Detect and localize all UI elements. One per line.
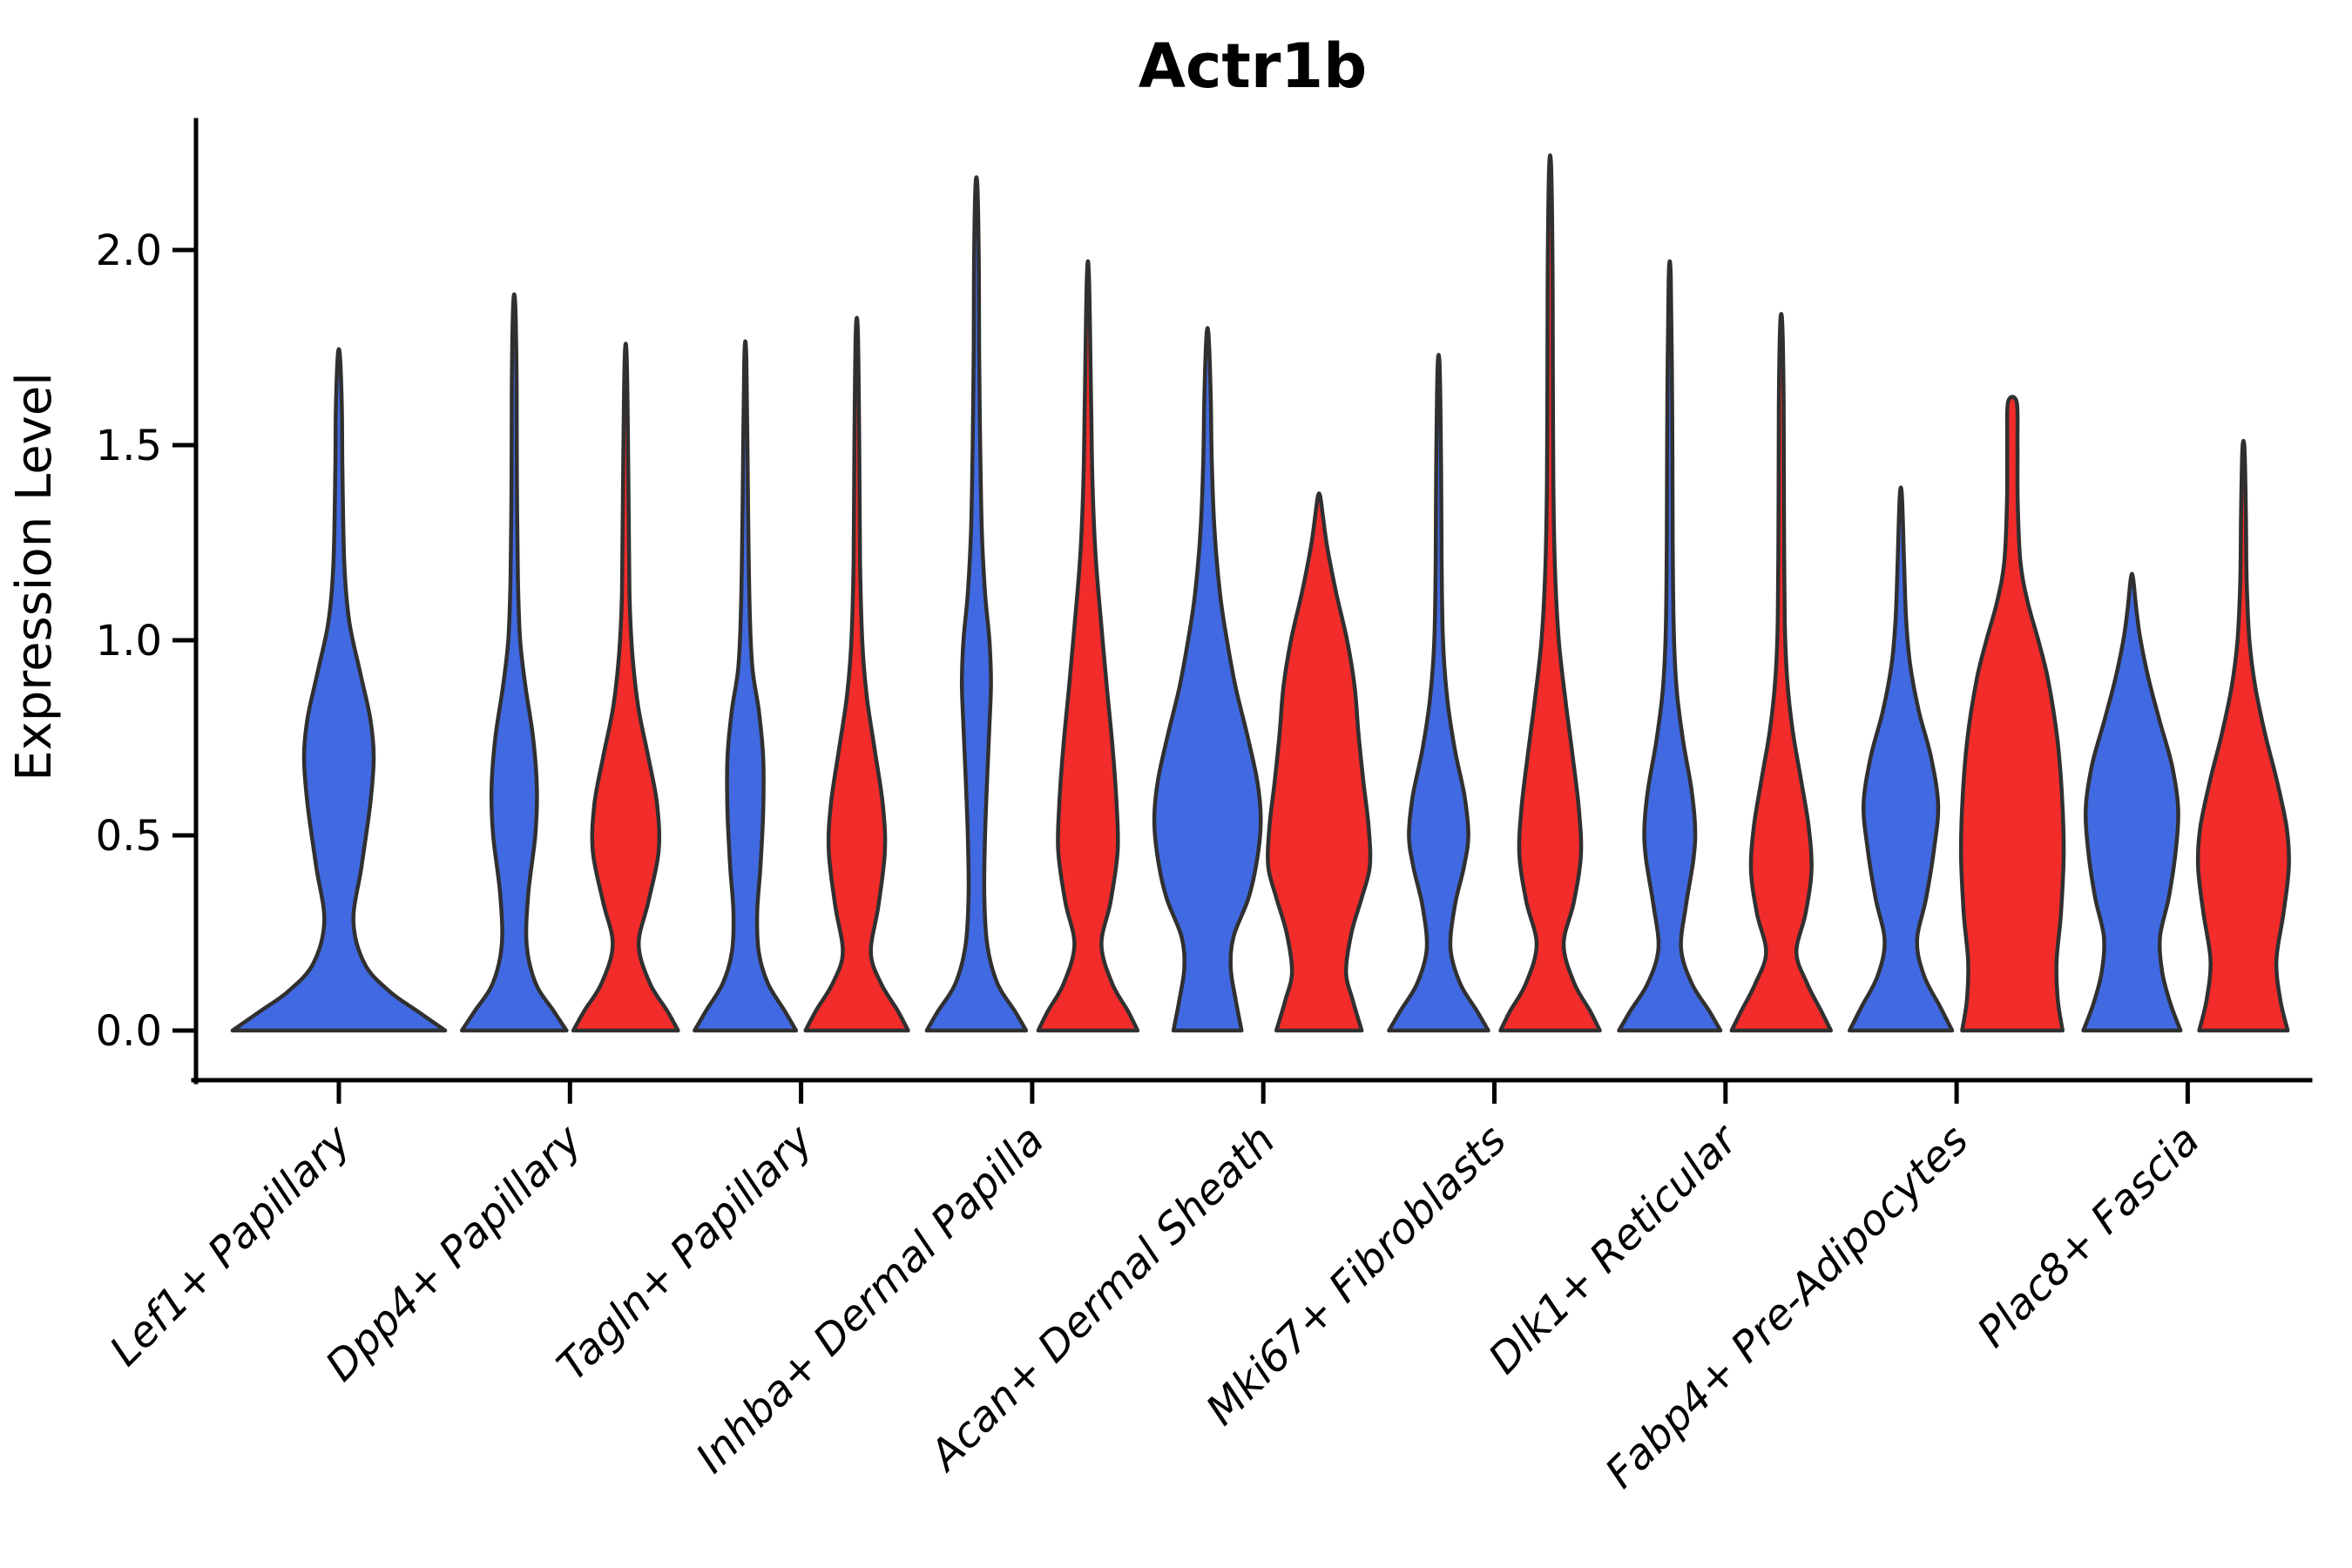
violin-lef1-papillary-condition_a bbox=[230, 347, 448, 1033]
x-category-label: Dlk1+ Reticular bbox=[1479, 1114, 1749, 1384]
violin-plac8-fascia-condition_a bbox=[2081, 571, 2183, 1033]
x-category-label: Lef1+ Papillary bbox=[100, 1115, 361, 1375]
y-axis-tick-labels: 0.0 0.5 1.0 1.5 2.0 bbox=[96, 226, 162, 1056]
axes bbox=[172, 118, 2313, 1104]
violin-plac8-fascia-condition_b bbox=[2195, 438, 2291, 1033]
x-category-label: Dpp4+ Papillary bbox=[316, 1115, 591, 1390]
violin-mki67-fibroblasts-condition_a bbox=[1387, 353, 1490, 1033]
x-category-label: Plac8+ Fascia bbox=[1968, 1116, 2209, 1357]
violin-inhba-dermal-papilla-condition_b bbox=[1036, 259, 1140, 1033]
y-tick-label: 0.5 bbox=[96, 812, 162, 861]
x-category-label: Tagln+ Papillary bbox=[548, 1115, 823, 1390]
violin-acan-dermal-sheath-condition_a bbox=[1152, 326, 1263, 1033]
violin-acan-dermal-sheath-condition_b bbox=[1266, 491, 1373, 1033]
violin-dlk1-reticular-condition_b bbox=[1729, 312, 1834, 1033]
violin-inhba-dermal-papilla-condition_a bbox=[924, 175, 1029, 1033]
violin-mki67-fibroblasts-condition_b bbox=[1498, 153, 1602, 1033]
violin-dpp4-papillary-condition_a bbox=[459, 292, 569, 1033]
violin-tagln-papillary-condition_a bbox=[693, 339, 799, 1033]
y-tick-label: 1.0 bbox=[96, 617, 162, 666]
y-axis-label: Expression Level bbox=[6, 372, 63, 781]
violin-fabp4-pre-adipocytes-condition_b bbox=[1958, 395, 2066, 1033]
violin-dpp4-papillary-condition_b bbox=[571, 341, 680, 1033]
chart-title: Actr1b bbox=[1139, 30, 1367, 102]
y-tick-label: 0.0 bbox=[96, 1007, 162, 1056]
violin-dlk1-reticular-condition_a bbox=[1617, 259, 1723, 1033]
violin-fabp4-pre-adipocytes-condition_a bbox=[1847, 485, 1955, 1033]
violins bbox=[230, 153, 2291, 1033]
violin-tagln-papillary-condition_b bbox=[803, 315, 910, 1033]
y-tick-label: 1.5 bbox=[96, 422, 162, 470]
x-category-label: Fabp4+ Pre-Adipocytes bbox=[1596, 1116, 1978, 1498]
y-tick-label: 2.0 bbox=[96, 226, 162, 275]
